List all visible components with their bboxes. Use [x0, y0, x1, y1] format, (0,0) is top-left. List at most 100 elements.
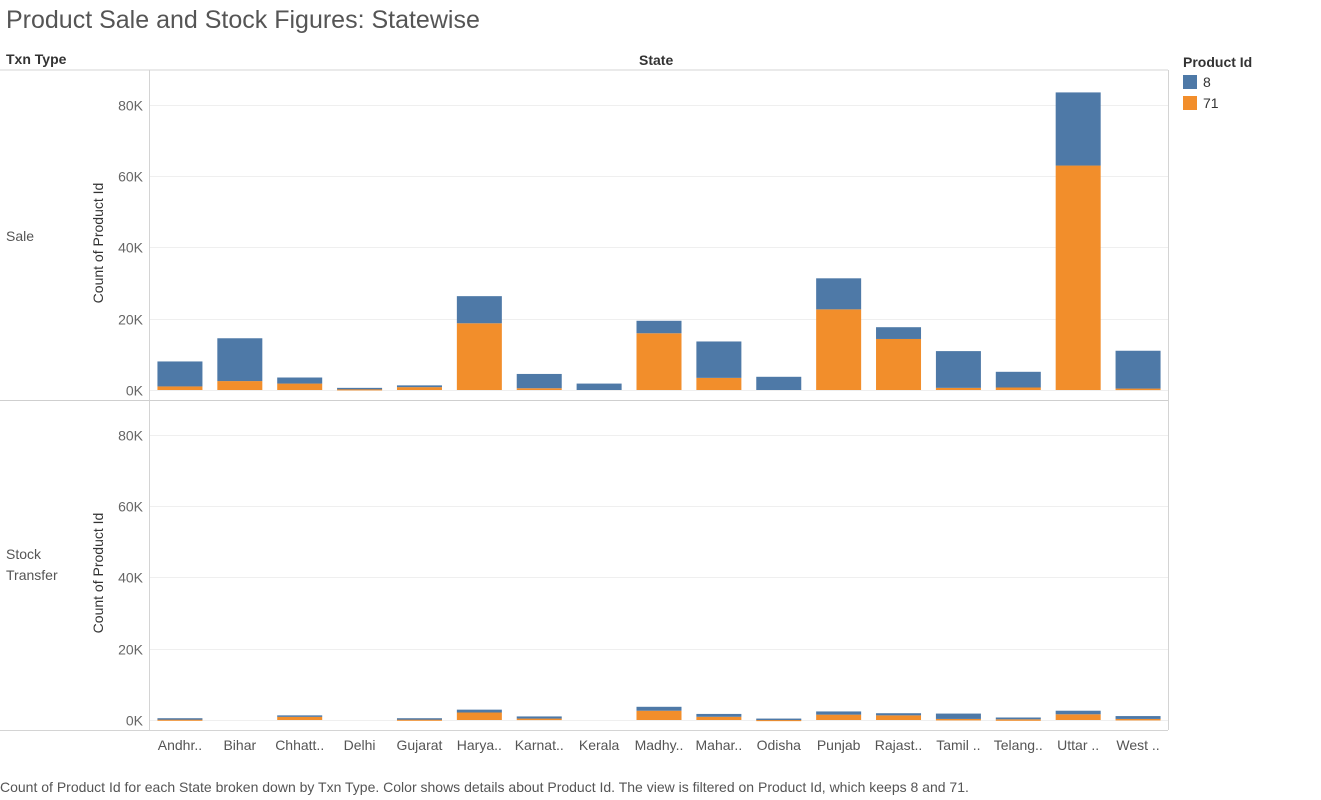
bar-sale-8 [816, 278, 862, 310]
bar-stock-transfer-8 [277, 715, 323, 717]
bar-stock-transfer-8 [696, 713, 742, 717]
legend-item-8[interactable]: 8 [1183, 74, 1211, 90]
bar-stock-transfer-71 [516, 718, 562, 721]
x-tick-label: Telang.. [994, 737, 1043, 753]
bar-stock-transfer-8 [995, 717, 1041, 720]
y-tick-label: 20K [118, 642, 144, 658]
bar-stock-transfer-8 [456, 709, 502, 713]
bar-stock-transfer-71 [1055, 714, 1101, 720]
y-axis-title: Count of Product Id [90, 513, 106, 634]
x-tick-label: Harya.. [457, 737, 502, 753]
bar-sale-8 [876, 327, 922, 339]
bar-sale-71 [1115, 388, 1161, 391]
x-tick-label: Delhi [344, 737, 376, 753]
y-tick-label: 0K [126, 383, 144, 399]
y-axis-title: Count of Product Id [90, 183, 106, 304]
x-tick-label: Andhr.. [158, 737, 202, 753]
bar-stock-transfer-71 [816, 714, 862, 720]
bar-sale-8 [1055, 92, 1101, 166]
bar-stock-transfer-71 [396, 719, 442, 721]
chart-caption: Count of Product Id for each State broke… [0, 779, 969, 795]
bar-sale-8 [217, 338, 263, 382]
y-tick-label: 80K [118, 428, 144, 444]
bar-stock-transfer-8 [816, 711, 862, 715]
x-tick-label: Karnat.. [515, 737, 564, 753]
bar-stock-transfer-71 [636, 710, 682, 720]
bar-stock-transfer-71 [935, 718, 981, 721]
x-tick-label: Bihar [223, 737, 256, 753]
legend-item-71[interactable]: 71 [1183, 95, 1219, 111]
bar-sale-8 [935, 351, 981, 388]
bar-stock-transfer-8 [1115, 716, 1161, 719]
bar-sale-71 [696, 377, 742, 390]
bar-stock-transfer-71 [1115, 718, 1161, 721]
legend-title: Product Id [1183, 54, 1253, 70]
bar-sale-8 [157, 361, 203, 387]
y-tick-label: 0K [126, 713, 144, 729]
bar-sale-71 [876, 338, 922, 390]
x-tick-label: Mahar.. [696, 737, 743, 753]
bar-stock-transfer-71 [756, 719, 802, 722]
bar-sale-71 [337, 388, 383, 391]
bar-sale-71 [217, 381, 263, 390]
bar-sale-8 [576, 383, 622, 390]
bar-stock-transfer-71 [995, 719, 1041, 721]
x-tick-label: Punjab [817, 737, 861, 753]
legend-swatch-71 [1183, 96, 1197, 110]
bar-sale-8 [995, 371, 1041, 388]
legend-label-71: 71 [1203, 95, 1219, 111]
x-tick-label: Rajast.. [875, 737, 922, 753]
row-label-sale: Sale [6, 228, 35, 244]
x-tick-label: Uttar .. [1057, 737, 1099, 753]
bar-stock-transfer-8 [935, 713, 981, 719]
bar-sale-71 [277, 383, 323, 390]
bar-sale-8 [456, 296, 502, 324]
bar-sale-8 [277, 377, 323, 384]
x-tick-label: Gujarat [397, 737, 443, 753]
bar-sale-71 [636, 333, 682, 390]
y-tick-label: 60K [118, 499, 144, 515]
bar-stock-transfer-8 [636, 706, 682, 711]
row-label-stock-transfer: Stock Transfer [6, 546, 58, 583]
bar-stock-transfer-71 [456, 712, 502, 720]
x-tick-label: Kerala [579, 737, 620, 753]
bar-sale-71 [456, 323, 502, 390]
x-tick-label: West .. [1116, 737, 1159, 753]
bar-stock-transfer-8 [157, 718, 203, 720]
bar-stock-transfer-71 [876, 715, 922, 720]
bar-sale-8 [636, 320, 682, 334]
bar-sale-71 [995, 387, 1041, 390]
x-tick-label: Odisha [757, 737, 802, 753]
y-tick-label: 20K [118, 312, 144, 328]
chart-title: Product Sale and Stock Figures: Statewis… [6, 6, 480, 34]
legend-label-8: 8 [1203, 74, 1211, 90]
bar-stock-transfer-71 [277, 716, 323, 720]
y-tick-label: 80K [118, 98, 144, 114]
bar-stock-transfer-71 [696, 716, 742, 720]
bar-sale-71 [1055, 165, 1101, 390]
x-tick-label: Chhatt.. [275, 737, 324, 753]
bar-sale-71 [516, 388, 562, 390]
bar-sale-8 [516, 373, 562, 389]
bar-stock-transfer-8 [1055, 710, 1101, 715]
bar-stock-transfer-71 [157, 719, 203, 721]
bar-stock-transfer-8 [756, 718, 802, 721]
bar-sale-71 [935, 387, 981, 390]
bar-sale-8 [337, 387, 383, 390]
y-tick-label: 40K [118, 240, 144, 256]
y-tick-label: 40K [118, 570, 144, 586]
legend-swatch-8 [1183, 75, 1197, 89]
column-dimension-header: State [639, 52, 674, 68]
x-tick-label: Tamil .. [936, 737, 980, 753]
bar-sale-71 [816, 309, 862, 390]
bar-stock-transfer-8 [516, 716, 562, 719]
bar-sale-8 [396, 385, 442, 388]
row-dimension-header: Txn Type [6, 51, 67, 67]
stacked-bar-chart: 0K 20K 40K 60K 80K Count of Product Id 0K 20K 40… [0, 69, 1169, 753]
bar-sale-71 [396, 387, 442, 390]
bar-stock-transfer-8 [876, 713, 922, 716]
x-tick-label: Madhy.. [635, 737, 684, 753]
bar-sale-8 [696, 341, 742, 378]
bar-sale-71 [157, 386, 203, 390]
bar-sale-8 [1115, 350, 1161, 389]
